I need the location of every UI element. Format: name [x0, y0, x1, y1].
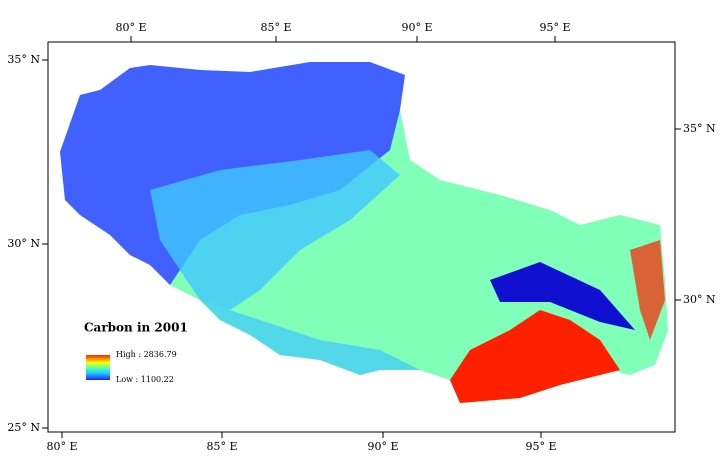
right-tick-label: 35° N — [683, 122, 716, 135]
left-tick-label: 25° N — [7, 421, 40, 434]
bottom-tick-label: 90° E — [367, 440, 398, 453]
legend-title: Carbon in 2001 — [84, 321, 188, 335]
top-tick-label: 95° E — [539, 21, 570, 34]
region — [60, 62, 668, 403]
top-tick-label: 90° E — [401, 21, 432, 34]
legend: Carbon in 2001 High : 2836.79 Low : 1100… — [84, 321, 188, 385]
bottom-tick-label: 95° E — [525, 440, 556, 453]
top-tick-label: 85° E — [260, 21, 291, 34]
legend-ramp — [86, 355, 110, 380]
left-tick-label: 30° N — [7, 237, 40, 250]
top-tick-label: 80° E — [115, 21, 146, 34]
right-tick-label: 30° N — [683, 293, 716, 306]
bottom-tick-label: 80° E — [46, 440, 77, 453]
legend-low: Low : 1100.22 — [116, 375, 174, 384]
graticule-ticks — [42, 36, 681, 438]
legend-high: High : 2836.79 — [116, 350, 177, 359]
bottom-tick-label: 85° E — [206, 440, 237, 453]
left-tick-label: 35° N — [7, 53, 40, 66]
